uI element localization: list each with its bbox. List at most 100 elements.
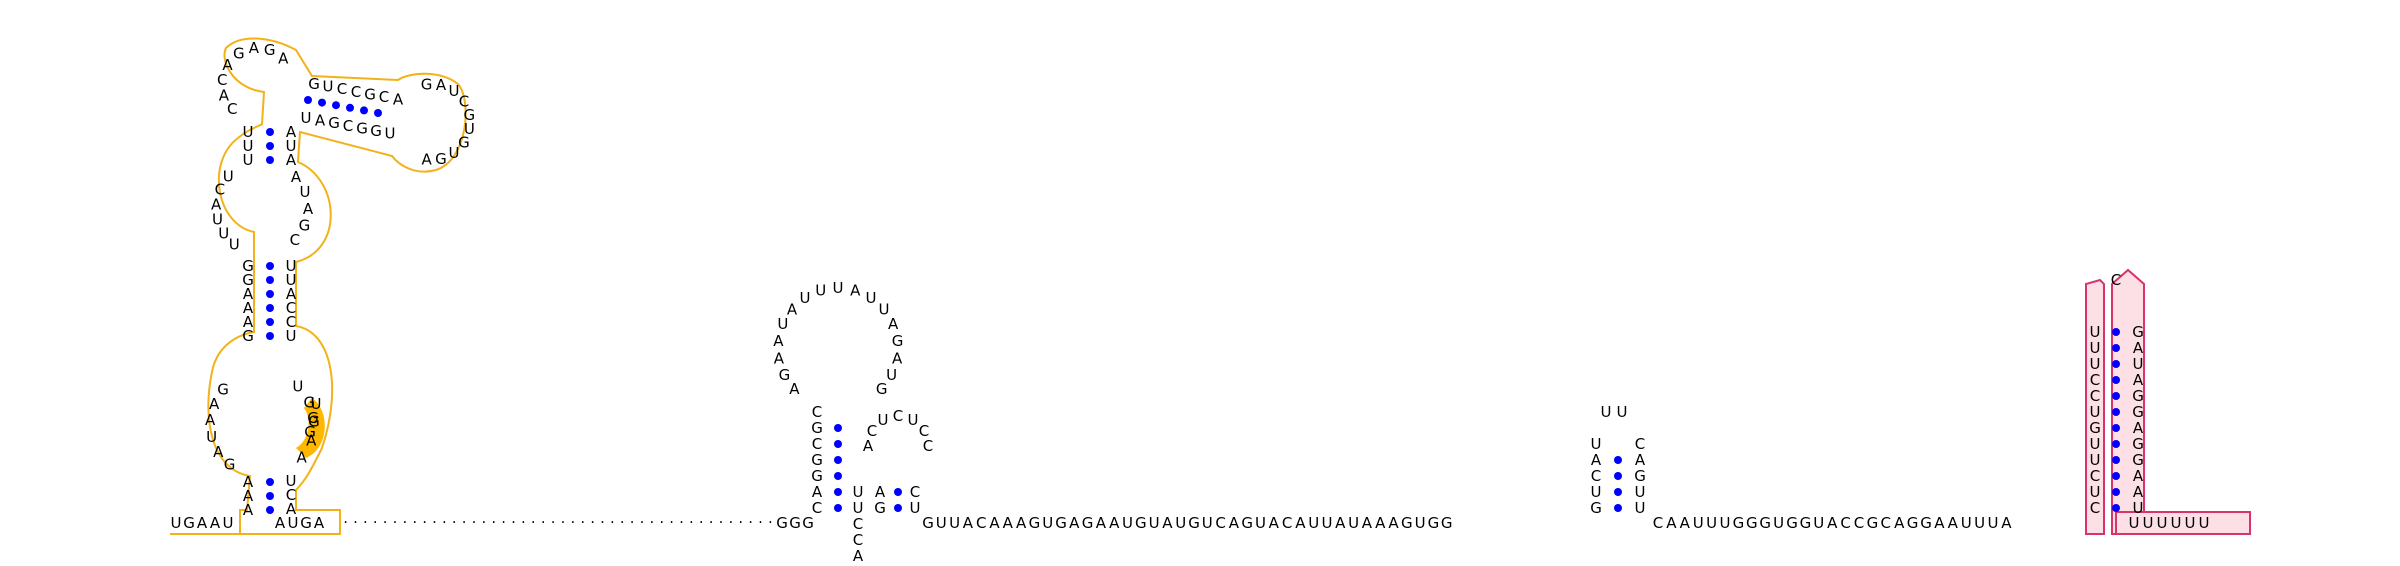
nucleotide-linker: A	[1362, 514, 1373, 532]
nucleotide-stem: U	[2090, 435, 2101, 453]
nucleotide-loop: C	[919, 422, 929, 440]
nucleotide-stem: U	[243, 137, 254, 155]
nucleotide-loop: A	[278, 49, 289, 67]
nucleotide-3prime-strand: A	[275, 514, 286, 532]
base-pair-dot	[266, 128, 274, 136]
nucleotide-stem: C	[351, 83, 361, 101]
nucleotide-linker: A	[1109, 514, 1120, 532]
nucleotide-linker: A	[1388, 514, 1399, 532]
nucleotide-stem: A	[243, 501, 254, 519]
nucleotide-linker: U	[1149, 514, 1160, 532]
base-pair-dot	[2112, 456, 2120, 464]
nucleotide-loop: A	[863, 437, 874, 455]
nucleotide-highlighted: G	[304, 423, 316, 441]
base-pair-dot	[834, 440, 842, 448]
nucleotide-stem: U	[2090, 339, 2101, 357]
base-pair-dot	[894, 504, 902, 512]
base-pair-dot	[266, 262, 274, 270]
nucleotide-3prime-strand: U	[288, 514, 299, 532]
base-pair-dot	[2112, 392, 2120, 400]
nucleotide-spacer: C	[1854, 514, 1864, 532]
nucleotide-stem: U	[286, 137, 297, 155]
nucleotide-spacer: G	[1746, 514, 1758, 532]
nucleotide-loop: U	[886, 366, 897, 384]
nucleotide-loop: U	[464, 120, 475, 138]
nucleotide-linker: C	[976, 514, 986, 532]
nucleotide-spacer: U	[1706, 514, 1717, 532]
nucleotide-stem: U	[323, 78, 334, 96]
base-pair-dot	[266, 478, 274, 486]
nucleotide-spacer: G	[1867, 514, 1879, 532]
base-pair-dot	[2112, 440, 2120, 448]
nucleotide-stem: A	[393, 91, 404, 109]
base-pair-dot	[2112, 488, 2120, 496]
nucleotide-loop: A	[436, 76, 447, 94]
nucleotide-loop: U	[223, 168, 234, 186]
nucleotide-spacer: U	[1720, 514, 1731, 532]
nucleotide-5prime-strand: A	[197, 514, 208, 532]
nucleotide-loop: A	[211, 195, 222, 213]
nucleotide-spacer: U	[1988, 514, 1999, 532]
nucleotide-stem: U	[1591, 435, 1602, 453]
nucleotide-loop: C	[227, 100, 237, 118]
nucleotide-stem: G	[356, 119, 368, 137]
base-pair-dot	[834, 488, 842, 496]
nucleotide-stem: A	[243, 313, 254, 331]
nucleotide-stem: U	[2133, 499, 2144, 517]
base-pair-dot	[2112, 344, 2120, 352]
nucleotide-stem: C	[286, 486, 296, 504]
nucleotide-linker: G	[1188, 514, 1200, 532]
nucleotide-5prime-strand: G	[183, 514, 195, 532]
nucleotide-linker: C	[1282, 514, 1292, 532]
nucleotide-stem: C	[853, 531, 863, 549]
nucleotide-loop: A	[789, 380, 800, 398]
structure-1-outline	[170, 37, 467, 535]
nucleotide-stem: A	[875, 483, 886, 501]
nucleotide-loop: U	[218, 225, 229, 243]
highlighted-nucleotides-fill	[296, 398, 325, 458]
nucleotide-linker: U	[1255, 514, 1266, 532]
nucleotide-stem: C	[343, 117, 353, 135]
nucleotide-stem: A	[1591, 451, 1602, 469]
nucleotide-loop: C	[867, 422, 877, 440]
nucleotide-linker: U	[1175, 514, 1186, 532]
nucleotide-stem: U	[1591, 483, 1602, 501]
nucleotide-spacer: G	[1907, 514, 1919, 532]
nucleotide-stem: U	[286, 327, 297, 345]
nucleotide-stem: C	[286, 313, 296, 331]
nucleotide-stem: A	[2133, 339, 2144, 357]
nucleotide-linker: U	[949, 514, 960, 532]
nucleotide-linker: A	[1069, 514, 1080, 532]
nucleotide-linker: C	[1215, 514, 1225, 532]
nucleotide-loop: G	[233, 45, 245, 63]
nucleotide-linker: A	[1335, 514, 1346, 532]
base-pair-dot	[266, 142, 274, 150]
nucleotide-spacer: G	[1733, 514, 1745, 532]
nucleotide-loop: U	[800, 289, 811, 307]
nucleotide-loop: U	[815, 282, 826, 300]
nucleotide-stem: C	[2090, 499, 2100, 517]
base-pair-dot	[2112, 424, 2120, 432]
base-pair-dot	[894, 488, 902, 496]
nucleotide-loop: A	[892, 349, 903, 367]
nucleotide-loop: A	[213, 443, 224, 461]
nucleotide-linker: U	[1348, 514, 1359, 532]
nucleotide-loop: G	[779, 366, 791, 384]
nucleotide-spacer: U	[1693, 514, 1704, 532]
nucleotide-stem: G	[2132, 451, 2144, 469]
nucleotide-stem: G	[811, 467, 823, 485]
base-pair-dot	[266, 290, 274, 298]
nucleotide-stem: G	[811, 419, 823, 437]
tail-outline	[2115, 511, 2251, 535]
nucleotide-stem: A	[243, 473, 254, 491]
nucleotide-stem: A	[2133, 419, 2144, 437]
nucleotide-stem: U	[286, 271, 297, 289]
nucleotide-loop: G	[421, 75, 433, 93]
nucleotide-5prime-strand: U	[223, 514, 234, 532]
nucleotide-linker: U	[1042, 514, 1053, 532]
nucleotide-linker: A	[989, 514, 1000, 532]
nucleotide-linker: A	[963, 514, 974, 532]
nucleotide-loop: G	[435, 150, 447, 168]
nucleotide-loop: U	[777, 315, 788, 333]
nucleotide-spacer: U	[1813, 514, 1824, 532]
